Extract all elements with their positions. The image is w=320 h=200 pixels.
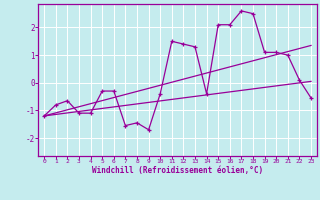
X-axis label: Windchill (Refroidissement éolien,°C): Windchill (Refroidissement éolien,°C)	[92, 166, 263, 175]
